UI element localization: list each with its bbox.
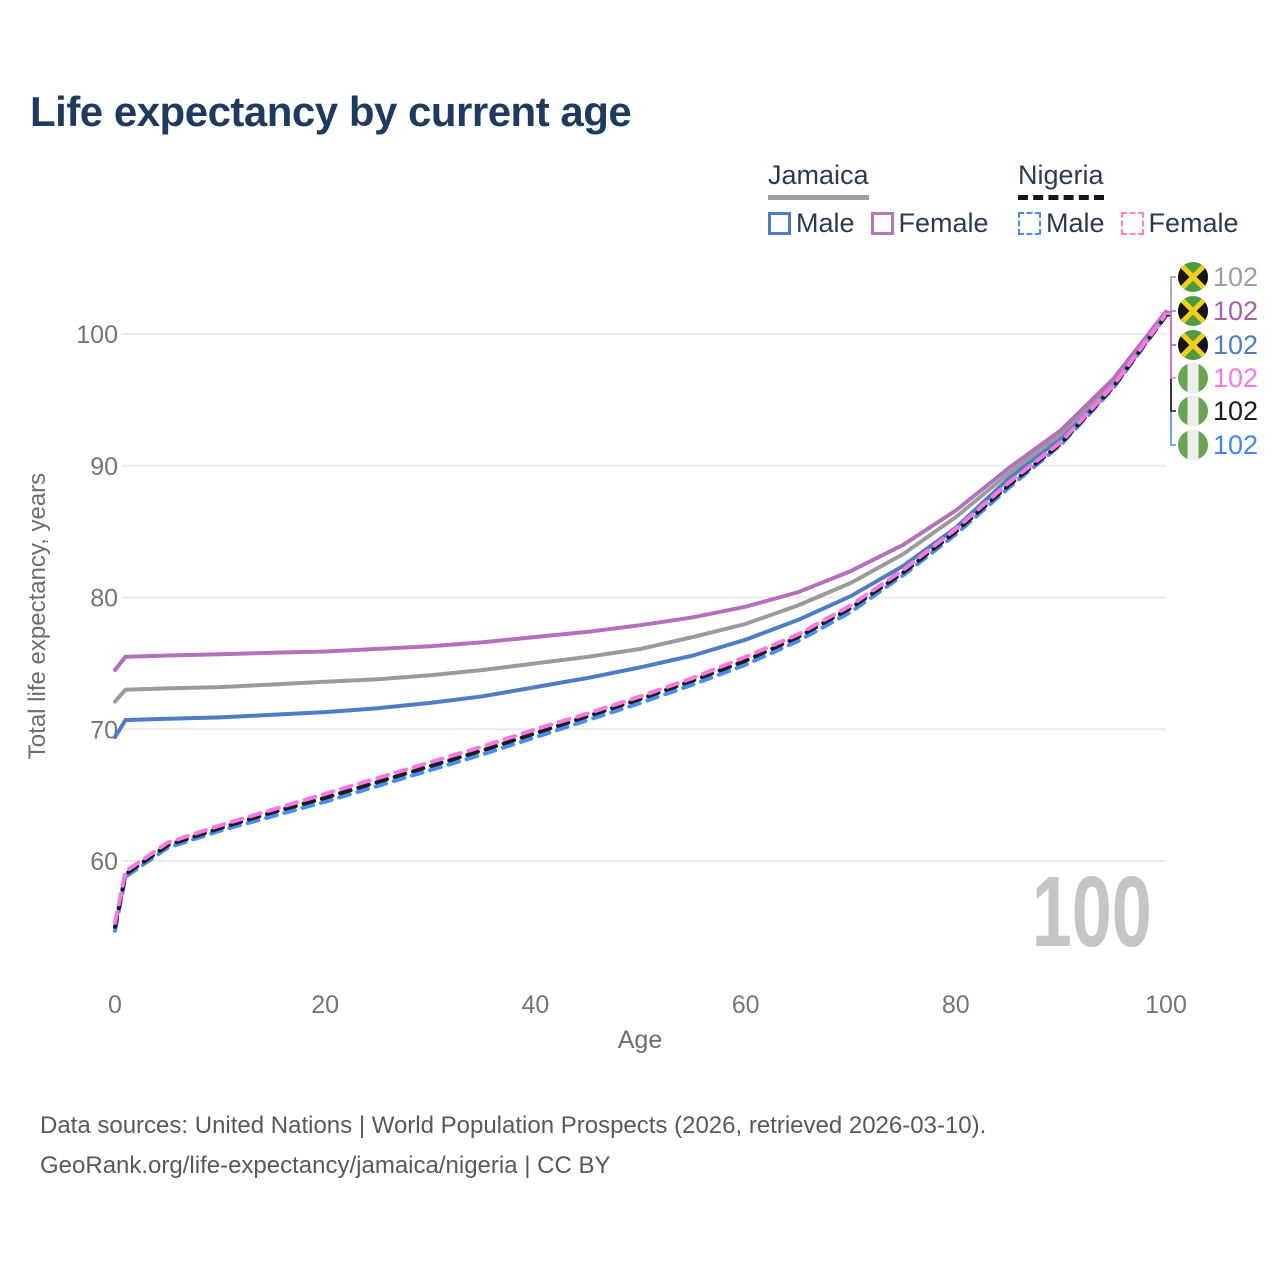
legend-label-nigeria-male[interactable]: Male	[1046, 208, 1105, 238]
x-tick-label: 60	[732, 991, 760, 1019]
series-line-jamaica-female[interactable]	[113, 309, 1168, 672]
end-value-nigeria-male: 102	[1213, 430, 1258, 460]
series-line-nigeria-all[interactable]	[113, 313, 1168, 929]
end-value-nigeria-female: 102	[1213, 363, 1258, 393]
legend-group-nigeria: Nigeria Male Female	[1018, 160, 1255, 239]
series-line-jamaica-all[interactable]	[113, 310, 1168, 704]
flag-icon-jamaica	[1178, 262, 1208, 292]
end-value-jamaica-female: 102	[1213, 296, 1258, 326]
x-tick-label: 40	[521, 991, 549, 1019]
x-tick-label: 0	[108, 991, 122, 1019]
end-value-nigeria-all: 102	[1213, 396, 1258, 426]
legend-swatch-jamaica-female[interactable]	[870, 212, 894, 235]
end-value-jamaica-all: 102	[1213, 262, 1258, 292]
y-tick-label: 60	[90, 848, 118, 876]
footer: Data sources: United Nations | World Pop…	[40, 1106, 1240, 1186]
flag-icon-nigeria	[1178, 396, 1208, 426]
legend-label-nigeria-female[interactable]: Female	[1148, 208, 1239, 238]
x-tick-label: 20	[311, 991, 339, 1019]
flag-icon-jamaica	[1178, 330, 1208, 360]
gridlines	[122, 333, 1166, 862]
x-tick-label: 100	[1145, 991, 1187, 1019]
footer-attribution: GeoRank.org/life-expectancy/jamaica/nige…	[40, 1152, 611, 1179]
legend-country-jamaica[interactable]: Jamaica	[768, 160, 869, 200]
legend-label-jamaica-female[interactable]: Female	[898, 208, 989, 238]
axis-tick-labels: 60 70 80 90 100 0 20 40 60 80 100	[76, 321, 1187, 1019]
footer-sources: Data sources: United Nations | World Pop…	[40, 1112, 987, 1139]
legend-country-nigeria[interactable]: Nigeria	[1018, 160, 1104, 200]
legend-swatch-nigeria-male[interactable]	[1018, 212, 1041, 235]
x-axis-title: Age	[617, 1026, 663, 1054]
end-connector	[1166, 310, 1176, 313]
end-connector	[1166, 276, 1176, 314]
series-line-nigeria-female[interactable]	[113, 312, 1168, 925]
legend-swatch-jamaica-male[interactable]	[768, 212, 791, 235]
flag-icon-jamaica	[1178, 296, 1208, 326]
series-curves	[113, 309, 1168, 933]
flag-icon-nigeria	[1178, 430, 1208, 460]
legend-group-jamaica: Jamaica Male Female	[768, 160, 1005, 239]
age-watermark: 100	[1031, 856, 1152, 968]
x-tick-label: 80	[942, 991, 970, 1019]
end-value-jamaica-male: 102	[1213, 330, 1258, 360]
page-title: Life expectancy by current age	[30, 88, 632, 135]
series-line-jamaica-male[interactable]	[113, 312, 1168, 740]
legend-swatch-nigeria-female[interactable]	[1120, 212, 1144, 235]
y-tick-label: 100	[76, 321, 118, 349]
y-tick-label: 90	[90, 453, 118, 481]
y-tick-label: 70	[90, 716, 118, 744]
y-axis-title: Total life expectancy, years	[24, 472, 51, 760]
flag-icon-nigeria	[1178, 363, 1208, 393]
end-connector	[1166, 313, 1176, 379]
legend-label-jamaica-male[interactable]: Male	[796, 208, 855, 238]
y-tick-label: 80	[90, 585, 118, 613]
